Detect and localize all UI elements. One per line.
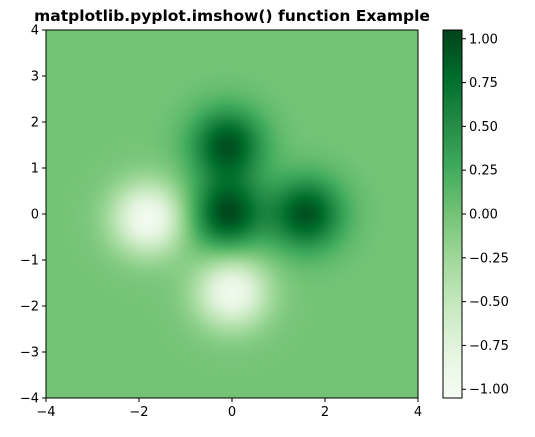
colorbar-tick-label: 0.00 bbox=[469, 208, 498, 223]
x-tick-label: −2 bbox=[129, 405, 148, 420]
heatmap-image bbox=[46, 30, 418, 398]
colorbar-tick-label: 0.50 bbox=[469, 120, 498, 135]
x-tick-label: 0 bbox=[228, 405, 236, 420]
colorbar-tick-label: −0.75 bbox=[469, 339, 509, 354]
y-tick-label: 0 bbox=[31, 208, 39, 223]
y-tick-label: 1 bbox=[31, 162, 39, 177]
colorbar-tick-label: 0.25 bbox=[469, 164, 498, 179]
y-tick-label: −4 bbox=[20, 392, 39, 407]
y-tick-label: −2 bbox=[20, 300, 39, 315]
colorbar-tick-label: −0.25 bbox=[469, 251, 509, 266]
colorbar-tick-label: −1.00 bbox=[469, 383, 509, 398]
colorbar-axis: 1.00 0.75 0.50 0.25 0.00 −0.25 −0.50 −0.75 −1.00 bbox=[462, 32, 509, 398]
x-axis: −4 −2 0 2 4 bbox=[36, 398, 422, 420]
colorbar-area bbox=[443, 30, 462, 398]
y-tick-label: 3 bbox=[31, 70, 39, 85]
x-tick-label: 4 bbox=[414, 405, 422, 420]
colorbar-tick-label: −0.50 bbox=[469, 295, 509, 310]
y-axis: −4 −3 −2 −1 0 1 2 3 4 bbox=[20, 24, 46, 407]
y-tick-label: −1 bbox=[20, 254, 39, 269]
chart-title: matplotlib.pyplot.imshow() function Exam… bbox=[34, 7, 430, 25]
x-tick-label: −4 bbox=[36, 405, 55, 420]
heatmap-area bbox=[46, 30, 418, 398]
y-tick-label: 2 bbox=[31, 116, 39, 131]
colorbar-tick-label: 1.00 bbox=[469, 32, 498, 47]
x-tick-label: 2 bbox=[321, 405, 329, 420]
y-tick-label: −3 bbox=[20, 346, 39, 361]
colorbar-gradient bbox=[443, 30, 462, 398]
colorbar-tick-label: 0.75 bbox=[469, 76, 498, 91]
y-tick-label: 4 bbox=[31, 24, 39, 39]
